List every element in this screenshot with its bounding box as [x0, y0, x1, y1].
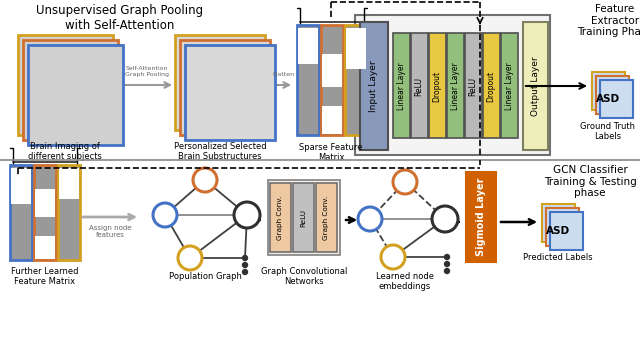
FancyBboxPatch shape	[501, 33, 518, 138]
FancyBboxPatch shape	[322, 54, 342, 87]
FancyBboxPatch shape	[483, 33, 500, 138]
FancyBboxPatch shape	[268, 180, 340, 255]
Text: Linear Layer: Linear Layer	[397, 62, 406, 110]
FancyBboxPatch shape	[550, 212, 583, 250]
FancyBboxPatch shape	[35, 189, 55, 217]
FancyBboxPatch shape	[23, 40, 118, 140]
FancyBboxPatch shape	[298, 28, 318, 64]
FancyBboxPatch shape	[542, 204, 575, 242]
Circle shape	[193, 168, 217, 192]
FancyBboxPatch shape	[293, 183, 314, 252]
Circle shape	[358, 207, 382, 231]
Circle shape	[178, 246, 202, 270]
Text: ReLU: ReLU	[300, 209, 306, 227]
FancyBboxPatch shape	[447, 33, 464, 138]
Circle shape	[445, 254, 449, 259]
FancyBboxPatch shape	[35, 236, 55, 259]
Circle shape	[432, 206, 458, 232]
FancyBboxPatch shape	[546, 208, 579, 246]
FancyBboxPatch shape	[297, 25, 319, 135]
Circle shape	[243, 256, 248, 260]
Text: Dropout: Dropout	[486, 70, 495, 102]
Text: ASD: ASD	[546, 226, 570, 236]
Text: GCN Classifier
Training & Testing
phase: GCN Classifier Training & Testing phase	[543, 165, 636, 198]
Text: Learned node
embeddings: Learned node embeddings	[376, 272, 434, 292]
FancyBboxPatch shape	[360, 22, 388, 150]
Circle shape	[234, 202, 260, 228]
Text: Population Graph: Population Graph	[168, 272, 241, 281]
Text: Further Learned
Feature Matrix: Further Learned Feature Matrix	[12, 267, 79, 286]
FancyBboxPatch shape	[18, 35, 113, 135]
Text: Feature
Extractor
Training Phase: Feature Extractor Training Phase	[577, 4, 640, 37]
Text: Flatten: Flatten	[272, 72, 294, 77]
Circle shape	[243, 270, 248, 274]
Text: Sparse Feature
Matrix: Sparse Feature Matrix	[300, 143, 363, 162]
FancyBboxPatch shape	[346, 28, 366, 69]
FancyBboxPatch shape	[180, 40, 270, 135]
Text: Linear Layer: Linear Layer	[504, 62, 513, 110]
FancyBboxPatch shape	[58, 165, 80, 260]
FancyBboxPatch shape	[175, 35, 265, 130]
Text: Personalized Selected
Brain Substructures: Personalized Selected Brain Substructure…	[173, 142, 266, 161]
FancyBboxPatch shape	[185, 45, 275, 140]
FancyBboxPatch shape	[10, 165, 32, 260]
Text: Linear Layer: Linear Layer	[451, 62, 460, 110]
FancyBboxPatch shape	[316, 183, 337, 252]
Text: Assign node
features: Assign node features	[89, 225, 131, 238]
FancyBboxPatch shape	[429, 33, 446, 138]
FancyBboxPatch shape	[596, 76, 629, 114]
Text: Unsupervised Graph Pooling
with Self-Attention: Unsupervised Graph Pooling with Self-Att…	[36, 4, 204, 32]
FancyBboxPatch shape	[411, 33, 428, 138]
Text: Self-Attention
Graph Pooling: Self-Attention Graph Pooling	[125, 66, 169, 77]
FancyBboxPatch shape	[270, 183, 291, 252]
FancyBboxPatch shape	[466, 172, 496, 262]
Text: Predicted Labels: Predicted Labels	[523, 253, 593, 262]
Circle shape	[445, 261, 449, 266]
Circle shape	[243, 262, 248, 267]
FancyBboxPatch shape	[34, 165, 56, 260]
Circle shape	[381, 245, 405, 269]
Text: Graph Conv.: Graph Conv.	[323, 196, 329, 240]
FancyBboxPatch shape	[465, 33, 482, 138]
Text: Dropout: Dropout	[433, 70, 442, 102]
Text: ASD: ASD	[596, 94, 620, 104]
Circle shape	[445, 268, 449, 273]
Text: ReLU: ReLU	[468, 77, 477, 96]
Text: Graph Conv.: Graph Conv.	[277, 196, 283, 240]
FancyBboxPatch shape	[28, 45, 123, 145]
Text: Ground Truth
Labels: Ground Truth Labels	[580, 122, 636, 141]
FancyBboxPatch shape	[59, 168, 79, 199]
Text: Sigmoid Layer: Sigmoid Layer	[476, 178, 486, 256]
FancyBboxPatch shape	[600, 80, 633, 118]
Circle shape	[153, 203, 177, 227]
FancyBboxPatch shape	[345, 25, 367, 135]
Text: Graph Convolutional
Networks: Graph Convolutional Networks	[261, 267, 347, 286]
Text: Output Layer: Output Layer	[531, 56, 540, 116]
FancyBboxPatch shape	[393, 33, 410, 138]
Circle shape	[393, 170, 417, 194]
FancyBboxPatch shape	[11, 168, 31, 204]
Text: Brain Imaging of
different subjects: Brain Imaging of different subjects	[28, 142, 102, 161]
FancyBboxPatch shape	[355, 15, 550, 155]
FancyBboxPatch shape	[321, 25, 343, 135]
Text: Input Layer: Input Layer	[369, 60, 378, 112]
FancyBboxPatch shape	[523, 22, 548, 150]
FancyBboxPatch shape	[322, 106, 342, 134]
Text: ReLU: ReLU	[415, 77, 424, 96]
FancyBboxPatch shape	[592, 72, 625, 110]
